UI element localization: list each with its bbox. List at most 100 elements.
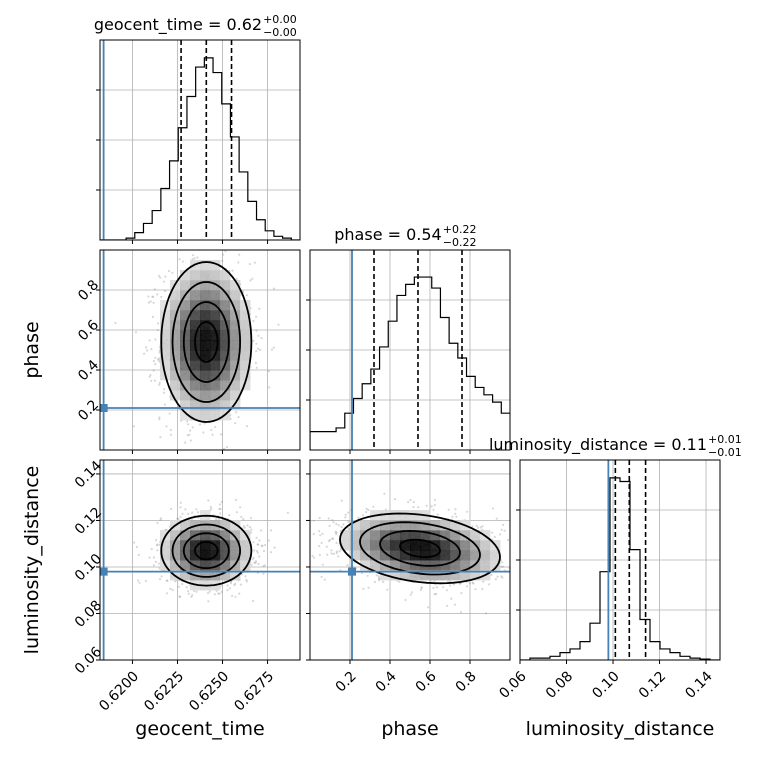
scatter-phase-vs-luminosity_distance-point-111 [331,537,334,540]
scatter-geocent_time-vs-phase-point-566 [158,416,161,419]
scatter-phase-vs-luminosity_distance-point-922 [432,586,435,590]
y-axis-label-phase: phase [21,321,43,378]
ytick-label-phase-3: 0.8 [75,277,102,304]
scatter-geocent_time-vs-phase-cell-6-13 [160,310,171,321]
scatter-geocent_time-vs-phase-cell-12-14 [220,300,231,311]
scatter-geocent_time-vs-luminosity_distance-point-1281 [254,561,257,565]
scatter-phase-vs-luminosity_distance-cell-9-9 [400,560,411,571]
scatter-phase-vs-luminosity_distance-point-1068 [412,500,415,504]
scatter-phase-vs-luminosity_distance-cell-16-12 [470,530,481,541]
scatter-phase-vs-luminosity_distance-point-1291 [432,508,435,511]
scatter-geocent_time-vs-phase-frame [99,249,301,451]
scatter-geocent_time-vs-phase-contour-0 [194,321,219,363]
scatter-geocent_time-vs-luminosity_distance-point-465 [244,575,247,578]
scatter-phase-vs-luminosity_distance-point-700 [445,589,448,592]
scatter-phase-vs-luminosity_distance-cell-5-13 [360,520,371,531]
scatter-phase-vs-luminosity_distance-cell-5-11 [360,540,371,551]
scatter-geocent_time-vs-luminosity_distance-cell-13-8 [230,570,241,581]
scatter-geocent_time-vs-phase-cell-10-8 [200,360,211,371]
scatter-geocent_time-vs-phase-cell-13-10 [230,340,241,351]
scatter-phase-vs-luminosity_distance-contour-0 [399,538,441,558]
scatter-phase-vs-luminosity_distance-cell-7-11 [380,540,391,551]
scatter-geocent_time-vs-luminosity_distance-point-1298 [187,512,190,516]
scatter-phase-vs-luminosity_distance-cell-14-13 [450,520,461,531]
scatter-geocent_time-vs-phase-cell-14-14 [240,300,251,311]
scatter-phase-vs-luminosity_distance-point-495 [340,499,343,502]
scatter-phase-vs-luminosity_distance-point-343 [328,524,331,528]
scatter-geocent_time-vs-luminosity_distance-point-207 [196,511,199,514]
scatter-phase-vs-luminosity_distance-point-1039 [471,581,474,584]
scatter-phase-vs-luminosity_distance-point-200 [435,586,439,589]
hist-phase-steps [310,276,510,450]
scatter-geocent_time-vs-phase-cell-7-12 [170,320,181,331]
scatter-phase-vs-luminosity_distance-cell-17-9 [480,560,491,571]
scatter-phase-vs-luminosity_distance-point-791 [419,588,422,592]
scatter-phase-vs-luminosity_distance-point-207 [514,555,516,557]
xtick-label-phase-1: 0.4 [373,668,400,695]
scatter-geocent_time-vs-phase-point-439 [238,253,241,256]
scatter-geocent_time-vs-luminosity_distance-point-1005 [133,541,136,544]
scatter-phase-vs-luminosity_distance-point-157 [425,504,428,507]
scatter-geocent_time-vs-phase-contour-1 [182,301,230,383]
scatter-geocent_time-vs-phase-point-634 [148,375,151,378]
scatter-geocent_time-vs-phase-cell-9-15 [190,290,201,301]
scatter-geocent_time-vs-luminosity_distance-point-997 [252,541,255,544]
scatter-geocent_time-vs-phase-cell-10-9 [200,350,211,361]
scatter-geocent_time-vs-phase-point-1232 [187,423,190,426]
scatter-geocent_time-vs-phase-point-382 [226,456,228,458]
scatter-geocent_time-vs-luminosity_distance-point-687 [240,515,243,519]
scatter-geocent_time-vs-luminosity_distance-point-103 [195,590,198,593]
scatter-phase-vs-luminosity_distance-point-901 [335,552,338,555]
scatter-phase-vs-luminosity_distance-point-610 [523,568,525,570]
scatter-phase-vs-luminosity_distance-cell-3-12 [340,530,351,541]
scatter-phase-vs-luminosity_distance-cell-7-13 [380,520,391,531]
scatter-phase-vs-luminosity_distance-point-225 [386,588,389,591]
hist-geocent_time-title: geocent_time = 0.62 +0.00−0.00 [94,13,297,39]
scatter-geocent_time-vs-phase-point-627 [254,361,257,365]
scatter-phase-vs-luminosity_distance-point-532 [454,508,457,511]
scatter-phase-vs-luminosity_distance-point-768 [320,541,323,545]
scatter-geocent_time-vs-phase-cell-11-18 [210,260,221,271]
xtick-label-luminosity_distance-3: 0.12 [636,668,669,701]
scatter-phase-vs-luminosity_distance-point-223 [454,512,457,515]
scatter-geocent_time-vs-phase-point-407 [268,386,271,389]
scatter-geocent_time-vs-phase-point-869 [255,315,258,318]
scatter-geocent_time-vs-phase-point-1184 [237,261,240,264]
scatter-geocent_time-vs-luminosity_distance-point-856 [228,587,231,590]
scatter-geocent_time-vs-phase-point-1237 [164,290,167,293]
scatter-geocent_time-vs-luminosity_distance-point-1054 [215,518,218,521]
scatter-phase-vs-luminosity_distance-contour-3 [339,512,501,585]
scatter-phase-vs-luminosity_distance-point-874 [520,577,522,579]
scatter-geocent_time-vs-phase-point-251 [245,294,248,297]
scatter-geocent_time-vs-luminosity_distance-point-200 [257,543,260,546]
scatter-geocent_time-vs-phase-cell-6-9 [160,350,171,361]
scatter-geocent_time-vs-phase-cell-7-7 [170,370,181,381]
scatter-geocent_time-vs-phase-point-240 [149,374,152,377]
scatter-geocent_time-vs-luminosity_distance-point-422 [179,506,182,509]
scatter-geocent_time-vs-luminosity_distance-cell-12-12 [220,530,231,541]
scatter-geocent_time-vs-phase-point-1196 [211,433,214,436]
scatter-geocent_time-vs-luminosity_distance-point-1173 [256,543,259,546]
scatter-phase-vs-luminosity_distance-cell-11-13 [420,520,431,531]
scatter-geocent_time-vs-luminosity_distance-point-1152 [154,560,157,564]
scatter-phase-vs-luminosity_distance-cell-17-10 [480,550,491,561]
scatter-geocent_time-vs-phase-point-771 [182,245,184,247]
scatter-phase-vs-luminosity_distance-cell-15-12 [460,530,471,541]
scatter-geocent_time-vs-phase-point-443 [245,425,249,428]
hist-geocent_time-steps [100,57,300,240]
scatter-geocent_time-vs-luminosity_distance-point-412 [137,553,140,557]
scatter-phase-vs-luminosity_distance-point-559 [434,592,438,596]
scatter-phase-vs-luminosity_distance-cell-16-10 [470,550,481,561]
scatter-phase-vs-luminosity_distance-point-1025 [367,508,370,511]
scatter-phase-vs-luminosity_distance-point-757 [335,531,338,534]
scatter-geocent_time-vs-phase-cell-14-9 [240,350,251,361]
scatter-geocent_time-vs-luminosity_distance-cell-10-9 [200,560,211,571]
scatter-geocent_time-vs-phase-cell-13-4 [230,400,241,411]
scatter-phase-vs-luminosity_distance-point-684 [382,580,385,584]
xtick-label-luminosity_distance-0: 0.06 [496,668,529,701]
scatter-phase-vs-luminosity_distance-cell-13-8 [440,570,451,581]
scatter-geocent_time-vs-luminosity_distance-point-625 [179,501,182,504]
scatter-geocent_time-vs-luminosity_distance-point-247 [218,507,221,510]
x-axis-label-phase: phase [381,718,438,740]
scatter-geocent_time-vs-phase-point-770 [181,260,185,263]
